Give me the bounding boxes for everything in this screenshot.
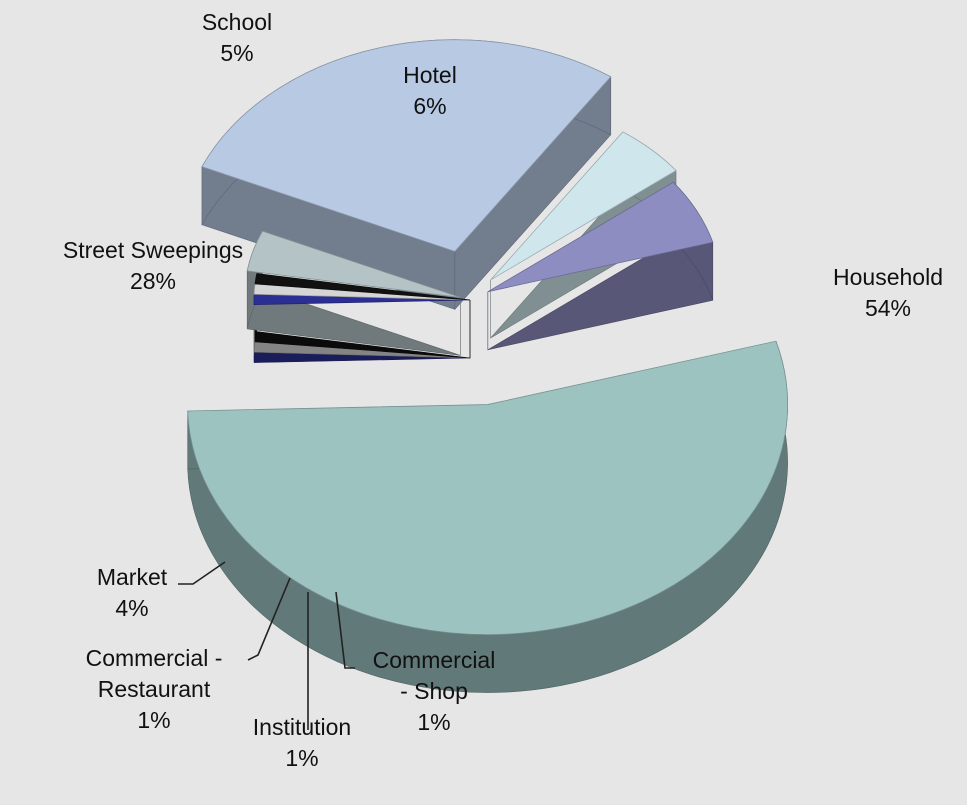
data-label: Market 4% xyxy=(97,564,168,621)
data-label: School 5% xyxy=(202,9,272,66)
data-label-line: Street Sweepings xyxy=(63,237,243,263)
data-label-line: Hotel xyxy=(403,62,457,88)
data-label-line: 1% xyxy=(285,745,318,771)
data-label-line: 6% xyxy=(413,93,446,119)
data-label-line: Commercial xyxy=(373,647,496,673)
data-label-line: 28% xyxy=(130,268,176,294)
data-label: Household 54% xyxy=(833,264,943,321)
data-label-line: 5% xyxy=(220,40,253,66)
data-label: Institution 1% xyxy=(253,714,351,771)
data-label: Commercial - Restaurant 1% xyxy=(86,645,223,733)
data-label-line: Market xyxy=(97,564,168,590)
data-label: Street Sweepings 28% xyxy=(63,237,243,294)
data-label-line: - Shop xyxy=(400,678,468,704)
data-label-line: Commercial - xyxy=(86,645,223,671)
data-label-line: Household xyxy=(833,264,943,290)
data-label-line: 1% xyxy=(137,707,170,733)
leader-line xyxy=(178,562,225,584)
data-label-line: Institution xyxy=(253,714,351,740)
data-label-line: 1% xyxy=(417,709,450,735)
data-label-line: School xyxy=(202,9,272,35)
data-label-line: 4% xyxy=(115,595,148,621)
data-label-line: 54% xyxy=(865,295,911,321)
data-label-line: Restaurant xyxy=(98,676,211,702)
